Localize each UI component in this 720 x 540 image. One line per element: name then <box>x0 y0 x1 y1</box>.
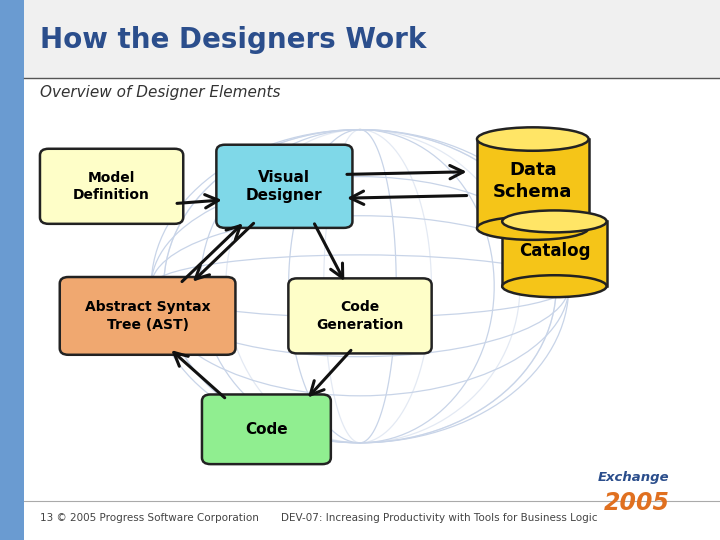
FancyBboxPatch shape <box>40 148 183 224</box>
Bar <box>0 0 24 540</box>
Ellipse shape <box>503 211 606 232</box>
Text: Catalog: Catalog <box>518 242 590 260</box>
Text: Exchange: Exchange <box>598 471 670 484</box>
Text: Visual
Designer: Visual Designer <box>246 170 323 203</box>
Text: DEV-07: Increasing Productivity with Tools for Business Logic: DEV-07: Increasing Productivity with Too… <box>281 514 598 523</box>
FancyBboxPatch shape <box>288 279 431 354</box>
Ellipse shape <box>477 127 588 151</box>
Bar <box>24 0 720 78</box>
FancyBboxPatch shape <box>216 145 353 228</box>
FancyBboxPatch shape <box>60 277 235 355</box>
Text: Code
Generation: Code Generation <box>316 300 404 332</box>
Bar <box>503 221 606 286</box>
Text: Abstract Syntax
Tree (AST): Abstract Syntax Tree (AST) <box>85 300 210 332</box>
Text: Code: Code <box>245 422 288 437</box>
Text: 2005: 2005 <box>604 491 670 515</box>
Text: Overview of Designer Elements: Overview of Designer Elements <box>40 85 280 100</box>
Ellipse shape <box>503 275 606 297</box>
Ellipse shape <box>477 217 588 240</box>
Text: Model
Definition: Model Definition <box>73 171 150 202</box>
Text: Data
Schema: Data Schema <box>493 161 572 201</box>
FancyBboxPatch shape <box>202 394 330 464</box>
Text: 13 © 2005 Progress Software Corporation: 13 © 2005 Progress Software Corporation <box>40 514 258 523</box>
Bar <box>477 139 589 228</box>
Text: How the Designers Work: How the Designers Work <box>40 26 426 55</box>
